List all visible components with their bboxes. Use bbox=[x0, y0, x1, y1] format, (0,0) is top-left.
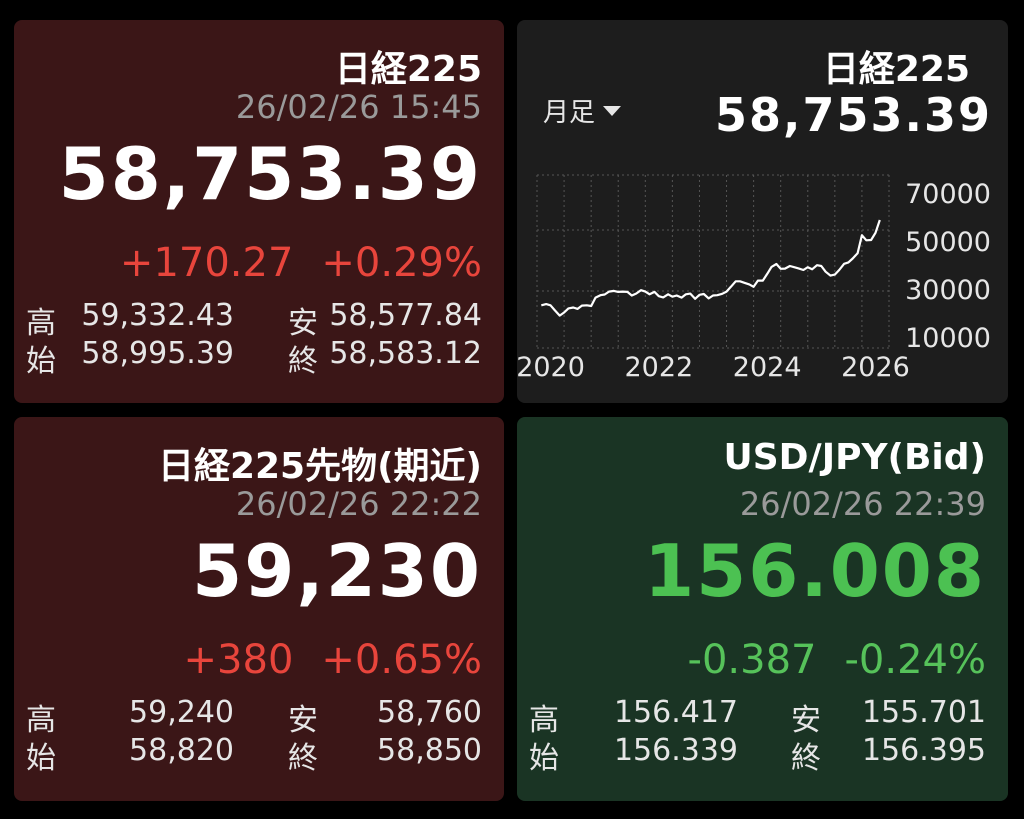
range-label: 月足 bbox=[543, 98, 596, 128]
change-row: +170.27 +0.29% bbox=[92, 240, 482, 286]
high-label: 高 bbox=[26, 703, 56, 738]
change-value: -0.387 bbox=[687, 637, 817, 683]
change-row: +380 +0.65% bbox=[156, 637, 482, 683]
low-value: 58,760 bbox=[377, 695, 482, 730]
stats: 高 59,332.43 安 58,577.84 始 58,995.39 終 58… bbox=[26, 298, 482, 379]
low-label: 安 bbox=[288, 306, 318, 341]
timestamp: 26/02/26 22:22 bbox=[235, 485, 482, 523]
high-label: 高 bbox=[529, 703, 559, 738]
stat-row: 高 156.417 安 155.701 bbox=[529, 695, 986, 738]
high-value: 59,240 bbox=[129, 695, 234, 730]
close-label: 終 bbox=[288, 344, 318, 379]
card-title: 日経225 bbox=[334, 49, 482, 90]
change-percent: -0.24% bbox=[844, 637, 986, 683]
price-series-line bbox=[541, 219, 881, 317]
nikkei-chart-card[interactable]: 月足 日経225 58,753.39 70000 50000 30000 10000 2… bbox=[517, 20, 1008, 403]
x-tick-label: 2022 bbox=[624, 352, 693, 383]
open-label: 始 bbox=[529, 741, 559, 776]
stat-row: 高 59,332.43 安 58,577.84 bbox=[26, 298, 482, 341]
high-value: 156.417 bbox=[613, 695, 738, 730]
price: 156.008 bbox=[644, 529, 986, 613]
y-tick-label: 10000 bbox=[905, 323, 991, 354]
card-title: USD/JPY(Bid) bbox=[723, 437, 987, 478]
low-label: 安 bbox=[288, 703, 318, 738]
low-label: 安 bbox=[791, 703, 821, 738]
card-title: 日経225先物(期近) bbox=[157, 446, 482, 487]
change-row: -0.387 -0.24% bbox=[660, 637, 986, 683]
x-tick-label: 2020 bbox=[517, 352, 585, 383]
high-value: 59,332.43 bbox=[81, 298, 234, 333]
open-value: 58,820 bbox=[129, 733, 234, 768]
range-dropdown[interactable]: 月足 bbox=[543, 92, 622, 129]
price-chart: 70000 50000 30000 10000 2020 2022 2024 2026 bbox=[517, 174, 991, 383]
open-label: 始 bbox=[26, 344, 56, 379]
change-value: +380 bbox=[183, 637, 294, 683]
stat-row: 高 59,240 安 58,760 bbox=[26, 695, 482, 738]
caret-down-icon bbox=[603, 105, 622, 116]
nikkei-card[interactable]: 日経225 26/02/26 15:45 58,753.39 +170.27 +0… bbox=[14, 20, 504, 403]
y-tick-label: 30000 bbox=[905, 275, 991, 306]
y-tick-label: 70000 bbox=[905, 179, 991, 210]
stat-row: 始 58,820 終 58,850 bbox=[26, 733, 482, 776]
stat-row: 始 58,995.39 終 58,583.12 bbox=[26, 336, 482, 379]
timestamp: 26/02/26 15:45 bbox=[235, 88, 482, 126]
timestamp: 26/02/26 22:39 bbox=[739, 485, 986, 523]
change-percent: +0.29% bbox=[321, 240, 482, 286]
stats: 高 156.417 安 155.701 始 156.339 終 156.395 bbox=[529, 695, 986, 776]
change-percent: +0.65% bbox=[321, 637, 482, 683]
price: 58,753.39 bbox=[715, 88, 992, 142]
open-value: 156.339 bbox=[613, 733, 738, 768]
open-label: 始 bbox=[26, 741, 56, 776]
change-value: +170.27 bbox=[119, 240, 294, 286]
close-label: 終 bbox=[288, 741, 318, 776]
close-label: 終 bbox=[791, 741, 821, 776]
card-title: 日経225 bbox=[822, 49, 970, 90]
stats: 高 59,240 安 58,760 始 58,820 終 58,850 bbox=[26, 695, 482, 776]
high-label: 高 bbox=[26, 306, 56, 341]
x-tick-label: 2024 bbox=[733, 352, 802, 383]
price: 58,753.39 bbox=[58, 132, 482, 216]
close-value: 58,850 bbox=[377, 733, 482, 768]
open-value: 58,995.39 bbox=[81, 336, 234, 371]
low-value: 155.701 bbox=[861, 695, 986, 730]
stat-row: 始 156.339 終 156.395 bbox=[529, 733, 986, 776]
futures-card[interactable]: 日経225先物(期近) 26/02/26 22:22 59,230 +380 +0… bbox=[14, 417, 504, 801]
usdjpy-card[interactable]: USD/JPY(Bid) 26/02/26 22:39 156.008 -0.3… bbox=[517, 417, 1008, 801]
y-tick-label: 50000 bbox=[905, 227, 991, 258]
x-tick-label: 2026 bbox=[841, 352, 910, 383]
close-value: 156.395 bbox=[861, 733, 986, 768]
low-value: 58,577.84 bbox=[329, 298, 482, 333]
price: 59,230 bbox=[192, 529, 482, 613]
close-value: 58,583.12 bbox=[329, 336, 482, 371]
